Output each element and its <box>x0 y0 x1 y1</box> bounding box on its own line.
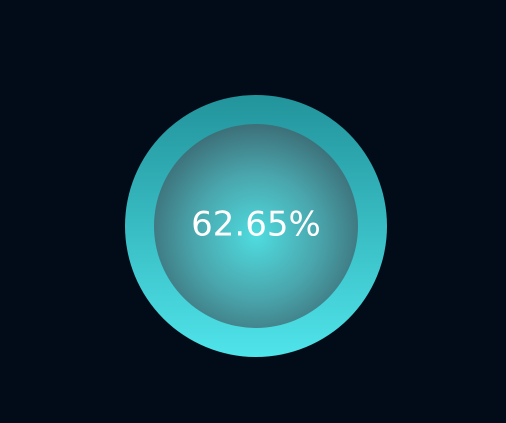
gauge-value-label: 62.65% <box>191 205 321 245</box>
gauge-inner-disc <box>154 124 358 328</box>
